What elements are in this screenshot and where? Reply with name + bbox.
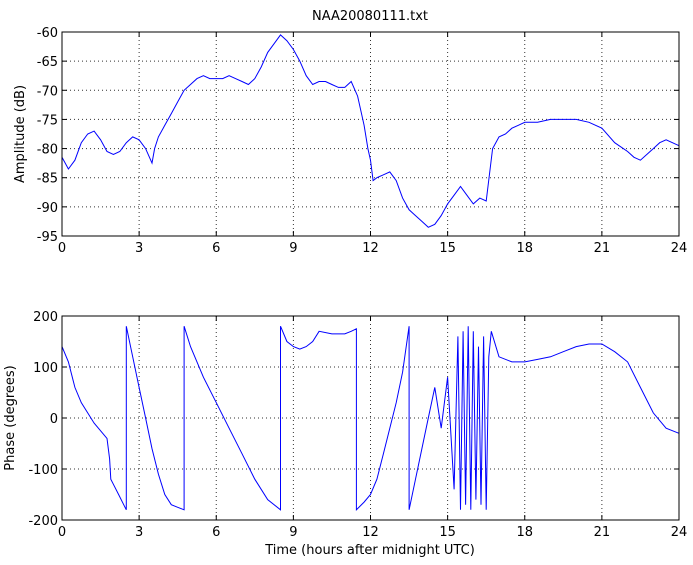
amplitude-plot-area <box>62 32 679 236</box>
amplitude-y-tick-label: -95 <box>37 230 58 245</box>
amplitude-axes-frame <box>61 31 680 237</box>
phase-series-line <box>61 326 680 512</box>
amplitude-y-tick-label: -70 <box>37 84 58 99</box>
amplitude-series <box>61 34 680 228</box>
amplitude-y-tick-label: -60 <box>37 26 58 41</box>
phase-x-tick-label: 9 <box>289 525 297 540</box>
phase-x-ticks: 0 3 6 9 12 15 18 21 24 <box>58 316 687 540</box>
amplitude-y-tick-label: -90 <box>37 201 58 216</box>
phase-y-tick-label: 200 <box>33 310 58 325</box>
phase-y-ticks: 200 100 0 -100 -200 <box>28 310 679 529</box>
phase-x-tick-label: 21 <box>594 525 611 540</box>
phase-x-tick-label: 24 <box>671 525 688 540</box>
amplitude-x-tick-label: 0 <box>58 241 66 256</box>
phase-y-axis-label: Phase (degrees) <box>3 365 18 470</box>
phase-axes-frame <box>61 315 680 521</box>
amplitude-x-tick-label: 6 <box>212 241 220 256</box>
amplitude-y-ticks: -60 -65 -70 -75 -80 -85 -90 -95 <box>37 26 679 245</box>
amplitude-x-tick-label: 21 <box>594 241 611 256</box>
phase-y-tick-label: -200 <box>28 514 58 529</box>
phase-x-axis-label: Time (hours after midnight UTC) <box>264 543 475 558</box>
phase-x-tick-label: 15 <box>439 525 456 540</box>
amplitude-series-line <box>61 34 680 228</box>
amplitude-y-tick-label: -80 <box>37 143 58 158</box>
phase-series <box>61 326 680 512</box>
phase-y-tick-label: -100 <box>28 463 58 478</box>
phase-x-tick-label: 6 <box>212 525 220 540</box>
amplitude-x-tick-label: 24 <box>671 241 688 256</box>
amplitude-y-axis-label: Amplitude (dB) <box>13 85 28 183</box>
phase-axes: 0 3 6 9 12 15 18 21 24 200 100 0 -100 -200 Time (hou… <box>3 310 687 558</box>
amplitude-chart-title: NAA20080111.txt <box>312 9 428 24</box>
phase-y-tick-label: 0 <box>50 412 58 427</box>
amplitude-y-tick-label: -65 <box>37 55 58 70</box>
amplitude-x-tick-label: 9 <box>289 241 297 256</box>
amplitude-grid <box>62 32 679 236</box>
amplitude-y-tick-label: -75 <box>37 113 58 128</box>
amplitude-axes: 0 3 6 9 12 15 18 21 24 -60-65-70-75-80-85-90-95 … <box>13 9 687 256</box>
phase-x-tick-label: 12 <box>362 525 379 540</box>
phase-grid <box>62 316 679 520</box>
amplitude-x-ticks: 0 3 6 9 12 15 18 21 24 <box>58 32 687 256</box>
amplitude-x-tick-label: 18 <box>516 241 533 256</box>
phase-x-tick-label: 3 <box>135 525 143 540</box>
amplitude-x-tick-label: 15 <box>439 241 456 256</box>
amplitude-x-tick-label: 3 <box>135 241 143 256</box>
amplitude-x-tick-label: 12 <box>362 241 379 256</box>
phase-x-tick-label: 0 <box>58 525 66 540</box>
phase-x-tick-label: 18 <box>516 525 533 540</box>
phase-y-tick-label: 100 <box>33 361 58 376</box>
amplitude-y-tick-label: -85 <box>37 172 58 187</box>
